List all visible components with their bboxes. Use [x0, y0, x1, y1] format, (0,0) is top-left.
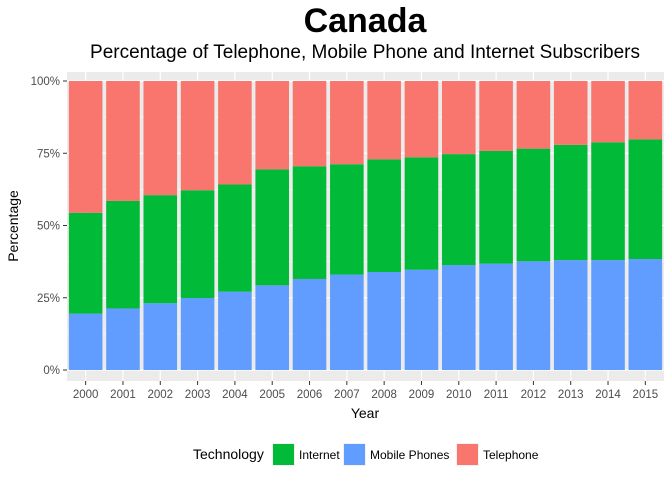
x-tick-label: 2014 [595, 389, 621, 401]
x-tick-label: 2012 [521, 389, 547, 401]
bar-internet-2015 [628, 139, 663, 260]
bar-mobile-phones-2001 [106, 308, 140, 370]
bar-telephone-2007 [330, 81, 364, 165]
bar-internet-2003 [180, 190, 215, 299]
x-tick-label: 2011 [484, 389, 509, 401]
bar-internet-2005 [255, 169, 290, 286]
x-tick-label: 2004 [222, 389, 248, 401]
bar-telephone-2013 [553, 81, 588, 145]
legend-swatch-mobile-phones [344, 444, 365, 465]
x-tick-label: 2001 [110, 389, 136, 401]
bar-mobile-phones-2007 [330, 274, 364, 370]
y-tick-label: 50% [37, 221, 60, 233]
bar-telephone-2011 [479, 81, 513, 151]
bar-internet-2009 [404, 157, 439, 270]
x-tick-label: 2013 [558, 389, 584, 401]
bar-telephone-2014 [591, 81, 625, 143]
x-tick-label: 2007 [334, 389, 360, 401]
bar-telephone-2009 [404, 81, 439, 158]
bar-mobile-phones-2008 [367, 272, 401, 370]
bar-mobile-phones-2003 [180, 298, 215, 370]
bar-mobile-phones-2006 [292, 278, 327, 370]
bar-internet-2000 [68, 212, 103, 314]
bar-internet-2007 [330, 164, 364, 275]
bar-mobile-phones-2002 [143, 303, 178, 370]
bar-internet-2006 [292, 166, 327, 279]
bar-mobile-phones-2010 [441, 265, 476, 370]
y-axis-title: Percentage [5, 190, 21, 262]
bars-layer [68, 81, 663, 370]
bar-internet-2011 [479, 150, 513, 264]
bar-internet-2012 [516, 148, 551, 262]
bar-internet-2010 [441, 154, 476, 266]
bar-mobile-phones-2005 [255, 285, 290, 370]
bar-internet-2004 [218, 184, 252, 292]
bar-mobile-phones-2014 [591, 260, 625, 370]
bar-telephone-2002 [143, 81, 178, 196]
y-tick-label: 25% [37, 293, 60, 305]
y-axis: 0% 25% 50% 75% 100% [31, 76, 67, 377]
legend-label-mobile-phones: Mobile Phones [370, 448, 449, 462]
x-tick-label: 2010 [446, 389, 472, 401]
bar-mobile-phones-2004 [218, 291, 252, 370]
bar-mobile-phones-2013 [553, 260, 588, 370]
legend-title: Technology [193, 446, 264, 462]
bar-telephone-2001 [106, 81, 140, 201]
legend-label-internet: Internet [299, 448, 340, 462]
x-tick-label: 2005 [259, 389, 285, 401]
x-axis-title: Year [351, 405, 380, 421]
bar-mobile-phones-2012 [516, 261, 551, 370]
legend-swatch-telephone [457, 444, 478, 465]
x-tick-label: 2006 [297, 389, 323, 401]
bar-mobile-phones-2011 [479, 263, 513, 370]
chart-subtitle: Percentage of Telephone, Mobile Phone an… [90, 42, 640, 63]
y-tick-label: 100% [31, 76, 60, 88]
legend-swatch-internet [273, 444, 294, 465]
x-tick-label: 2015 [633, 389, 659, 401]
bar-internet-2008 [367, 159, 401, 273]
x-tick-label: 2000 [73, 389, 99, 401]
bar-mobile-phones-2015 [628, 259, 663, 370]
bar-internet-2014 [591, 142, 625, 261]
bar-telephone-2012 [516, 81, 551, 149]
bar-telephone-2000 [68, 81, 103, 213]
x-tick-label: 2008 [371, 389, 397, 401]
bar-internet-2002 [143, 195, 178, 304]
y-tick-label: 75% [37, 148, 60, 160]
bar-telephone-2004 [218, 81, 252, 185]
legend-label-telephone: Telephone [483, 448, 539, 462]
bar-telephone-2010 [441, 81, 476, 155]
bar-telephone-2006 [292, 81, 327, 167]
bar-mobile-phones-2000 [68, 313, 103, 370]
bar-telephone-2005 [255, 81, 290, 170]
bar-telephone-2003 [180, 81, 215, 191]
bar-mobile-phones-2009 [404, 269, 439, 370]
x-tick-label: 2003 [185, 389, 211, 401]
x-axis: 2000 2001 2002 2003 2004 2005 2006 2007 2008 2009… [73, 381, 658, 401]
y-tick-label: 0% [43, 365, 60, 377]
bar-telephone-2008 [367, 81, 401, 160]
x-tick-label: 2009 [409, 389, 435, 401]
x-tick-label: 2002 [147, 389, 173, 401]
bar-internet-2013 [553, 144, 588, 261]
bar-internet-2001 [106, 200, 140, 309]
bar-telephone-2015 [628, 81, 663, 140]
chart-title: Canada [304, 2, 428, 40]
legend: Technology Internet Mobile Phones Telephon… [193, 443, 539, 466]
